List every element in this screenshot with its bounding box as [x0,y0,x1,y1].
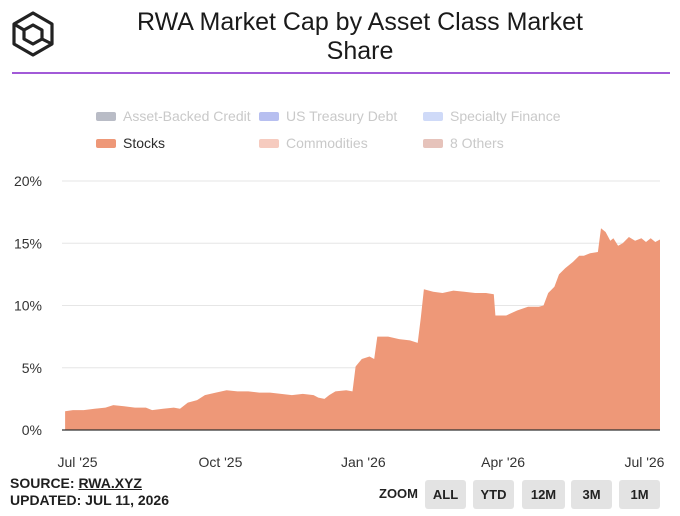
title-line-2: Share [326,37,394,65]
legend-swatch [259,138,279,148]
source-link[interactable]: RWA.XYZ [78,475,142,491]
zoom-all-button[interactable]: ALL [425,480,466,509]
x-tick-label: Jan '26 [341,454,386,470]
legend-swatch [423,111,443,121]
y-tick-label: 15% [14,235,42,251]
x-tick-label: Oct '25 [198,454,242,470]
legend-item-commodities[interactable]: Commodities [259,135,368,151]
y-tick-label: 5% [22,360,42,376]
legend-label: Commodities [286,135,368,151]
legend-label: Asset-Backed Credit [123,108,251,124]
legend-label: 8 Others [450,135,504,151]
zoom-label: ZOOM [379,486,418,501]
legend-swatch [96,138,116,148]
legend-item-8-others[interactable]: 8 Others [423,135,504,151]
brand-logo-icon [12,11,54,57]
legend-swatch [259,111,279,121]
series-area-stocks [65,228,661,430]
x-tick-label: Jul '26 [624,454,664,470]
y-tick-label: 0% [22,422,42,438]
legend-label: Specialty Finance [450,108,561,124]
zoom-ytd-button[interactable]: YTD [473,480,514,509]
legend-swatch [423,138,443,148]
source-prefix: SOURCE: [10,475,79,491]
zoom-1m-button[interactable]: 1M [619,480,660,509]
zoom-3m-button[interactable]: 3M [571,480,612,509]
legend-label: Stocks [123,135,166,151]
legend-label: US Treasury Debt [286,108,398,124]
source-line: SOURCE: RWA.XYZ [10,475,169,492]
y-tick-label: 10% [14,298,42,314]
legend-item-stocks[interactable]: Stocks [96,135,165,151]
zoom-12m-button[interactable]: 12M [522,480,565,509]
title-divider [12,72,670,74]
y-tick-label: 20% [14,173,42,189]
legend-item-specialty-finance[interactable]: Specialty Finance [423,108,561,124]
page-title: RWA Market Cap by Asset Class Market Sha… [100,8,620,66]
legend-item-us-treasury-debt[interactable]: US Treasury Debt [259,108,397,124]
chart-legend: Asset-Backed Credit US Treasury Debt Spe… [0,0,680,160]
source-block: SOURCE: RWA.XYZ UPDATED: JUL 11, 2026 [10,475,169,509]
title-line-1: RWA Market Cap by Asset Class Market [137,8,583,36]
legend-swatch [96,111,116,121]
x-tick-label: Jul '25 [58,454,98,470]
legend-item-asset-backed-credit[interactable]: Asset-Backed Credit [96,108,251,124]
x-tick-label: Apr '26 [481,454,525,470]
updated-line: UPDATED: JUL 11, 2026 [10,492,169,508]
